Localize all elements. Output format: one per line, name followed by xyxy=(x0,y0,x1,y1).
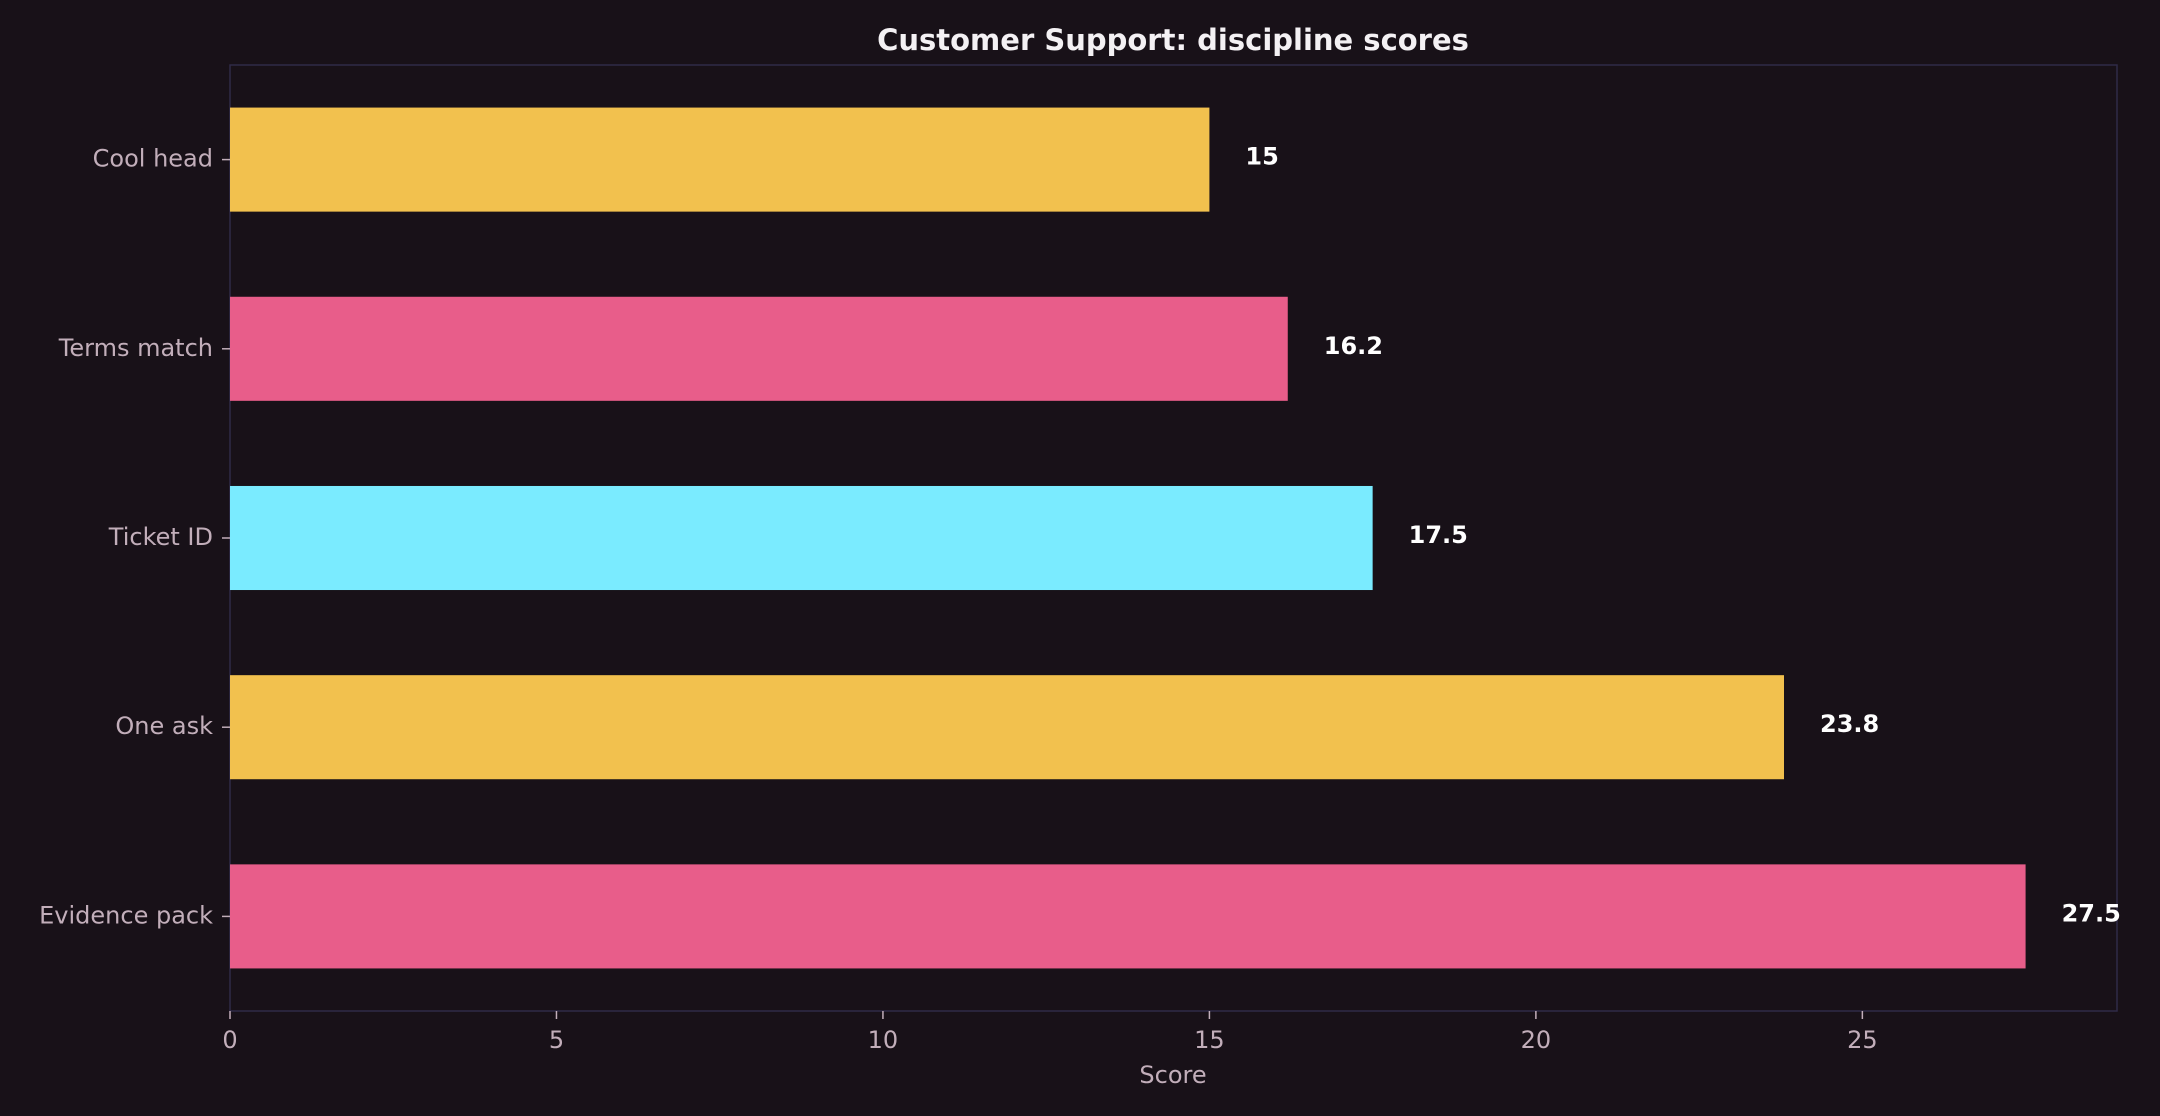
data-label-1: 16.2 xyxy=(1324,332,1383,360)
bar-0 xyxy=(230,107,1210,212)
y-tick-label-4: Evidence pack xyxy=(39,901,213,929)
x-tick-label-2: 10 xyxy=(868,1026,899,1054)
x-tick-label-0: 0 xyxy=(222,1026,237,1054)
chart-title: Customer Support: discipline scores xyxy=(877,23,1469,57)
data-label-4: 27.5 xyxy=(2062,899,2121,927)
y-tick-label-2: Ticket ID xyxy=(108,523,213,551)
x-tick-label-4: 20 xyxy=(1521,1026,1552,1054)
x-tick-label-1: 5 xyxy=(549,1026,564,1054)
x-axis-title: Score xyxy=(1139,1061,1206,1089)
bar-1 xyxy=(230,296,1288,401)
bars-layer: 15 16.2 17.5 23.8 27.5 xyxy=(230,107,2121,969)
data-label-3: 23.8 xyxy=(1820,710,1879,738)
bar-4 xyxy=(230,864,2026,969)
x-axis: 0 5 10 15 20 25 xyxy=(222,1011,1878,1054)
y-tick-label-0: Cool head xyxy=(93,145,213,173)
x-tick-label-5: 25 xyxy=(1847,1026,1878,1054)
y-tick-label-1: Terms match xyxy=(58,334,213,362)
bar-3 xyxy=(230,675,1784,780)
bar-2 xyxy=(230,485,1373,591)
y-axis: Cool head Terms match Ticket ID One ask Evid… xyxy=(39,145,230,929)
data-label-2: 17.5 xyxy=(1409,521,1468,549)
y-tick-label-3: One ask xyxy=(115,712,213,740)
data-label-0: 15 xyxy=(1245,143,1278,171)
x-tick-label-3: 15 xyxy=(1194,1026,1225,1054)
